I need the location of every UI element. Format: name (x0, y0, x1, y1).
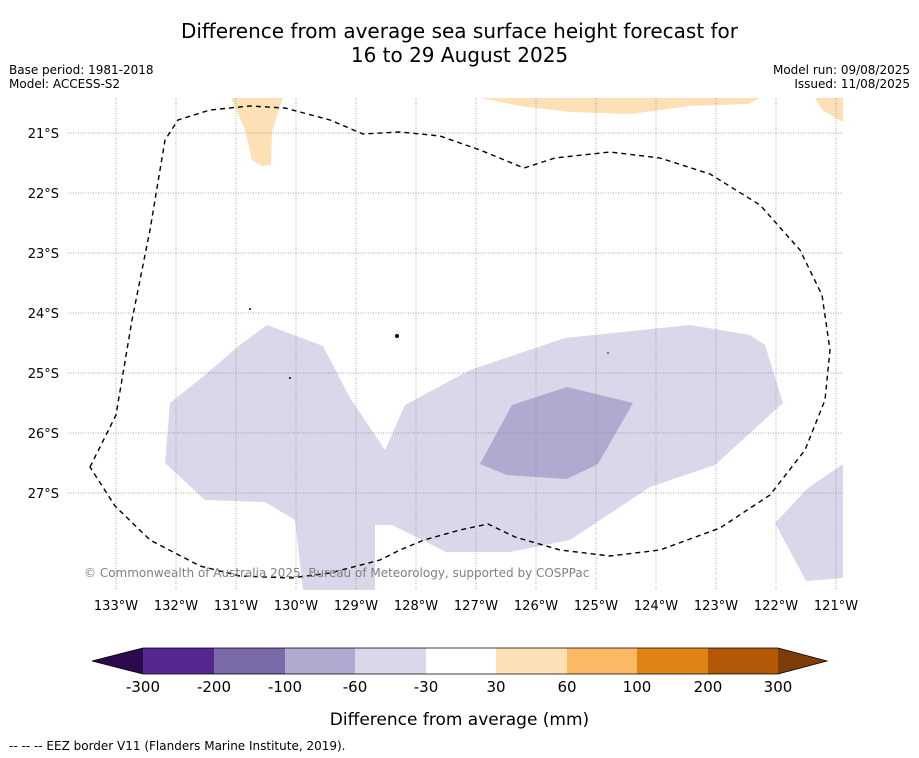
positive-anomaly-area (480, 98, 760, 114)
lat-label: 22°S (28, 187, 59, 202)
lat-label: 24°S (28, 307, 59, 322)
colorbar (91, 647, 829, 675)
meta-right: Model run: 09/08/2025 Issued: 11/08/2025 (773, 63, 910, 91)
colorbar-extend-low (92, 648, 143, 674)
colorbar-segment (285, 648, 355, 674)
lon-label: 131°W (214, 599, 258, 614)
copyright-notice: © Commonwealth of Australia 2025, Bureau… (84, 566, 590, 580)
base-period: Base period: 1981-2018 (9, 63, 154, 77)
lon-label: 123°W (694, 599, 738, 614)
colorbar-segment (143, 648, 214, 674)
positive-anomaly-area (815, 98, 843, 122)
colorbar-segment (496, 648, 567, 674)
lat-label: 27°S (28, 487, 59, 502)
colorbar-segment (708, 648, 778, 674)
lon-label: 126°W (514, 599, 558, 614)
anomaly-fills (165, 98, 843, 590)
lon-label: 129°W (334, 599, 378, 614)
colorbar-tick: 200 (694, 678, 723, 696)
lat-label: 25°S (28, 367, 59, 382)
positive-anomaly-area (231, 98, 283, 166)
colorbar-tick: -100 (268, 678, 302, 696)
lon-label: 121°W (814, 599, 858, 614)
colorbar-tick: -30 (414, 678, 439, 696)
negative-anomaly-area (775, 464, 843, 581)
model-name: Model: ACCESS-S2 (9, 77, 121, 91)
colorbar-segment (355, 648, 426, 674)
lon-label: 128°W (394, 599, 438, 614)
map-title-line1: Difference from average sea surface heig… (180, 19, 739, 43)
colorbar-tick: 100 (623, 678, 652, 696)
negative-anomaly-area (165, 325, 783, 590)
meta-left: Base period: 1981-2018 Model: ACCESS-S2 (9, 63, 154, 91)
lat-label: 26°S (28, 427, 59, 442)
colorbar-extend-high (778, 648, 827, 674)
lon-label: 132°W (154, 599, 198, 614)
lon-label: 127°W (454, 599, 498, 614)
lon-label: 125°W (574, 599, 618, 614)
colorbar-segment (426, 648, 496, 674)
colorbar-tick: 300 (764, 678, 793, 696)
graticule (68, 98, 843, 590)
colorbar-label: Difference from average (mm) (329, 710, 590, 730)
colorbar-segment (214, 648, 285, 674)
eez-footnote: -- -- -- EEZ border V11 (Flanders Marine… (9, 739, 346, 753)
issued-date: Issued: 11/08/2025 (794, 77, 910, 91)
colorbar-outline (91, 647, 829, 675)
colorbar-segment (567, 648, 637, 674)
latitude-labels: 21°S 22°S 23°S 24°S 25°S 26°S 27°S (28, 127, 59, 502)
lat-label: 21°S (28, 127, 59, 142)
model-run: Model run: 09/08/2025 (772, 63, 910, 77)
longitude-labels: 133°W 132°W 131°W 130°W 129°W 128°W 127°… (94, 599, 858, 614)
lon-label: 122°W (754, 599, 798, 614)
lon-label: 124°W (634, 599, 678, 614)
eez-border (89, 105, 831, 579)
lon-label: 130°W (274, 599, 318, 614)
colorbar-tick: 30 (486, 678, 505, 696)
map-title-line2: 16 to 29 August 2025 (350, 43, 569, 67)
colorbar-tick: -60 (343, 678, 368, 696)
colorbar-tick: -200 (197, 678, 231, 696)
island-marks (249, 308, 609, 379)
colorbar-segment (637, 648, 708, 674)
lat-label: 23°S (28, 247, 59, 262)
lon-label: 133°W (94, 599, 138, 614)
colorbar-tick: -300 (126, 678, 160, 696)
colorbar-tick: 60 (557, 678, 576, 696)
colorbar-ticks: -300 -200 -100 -60 -30 30 60 100 200 300 (126, 678, 792, 696)
